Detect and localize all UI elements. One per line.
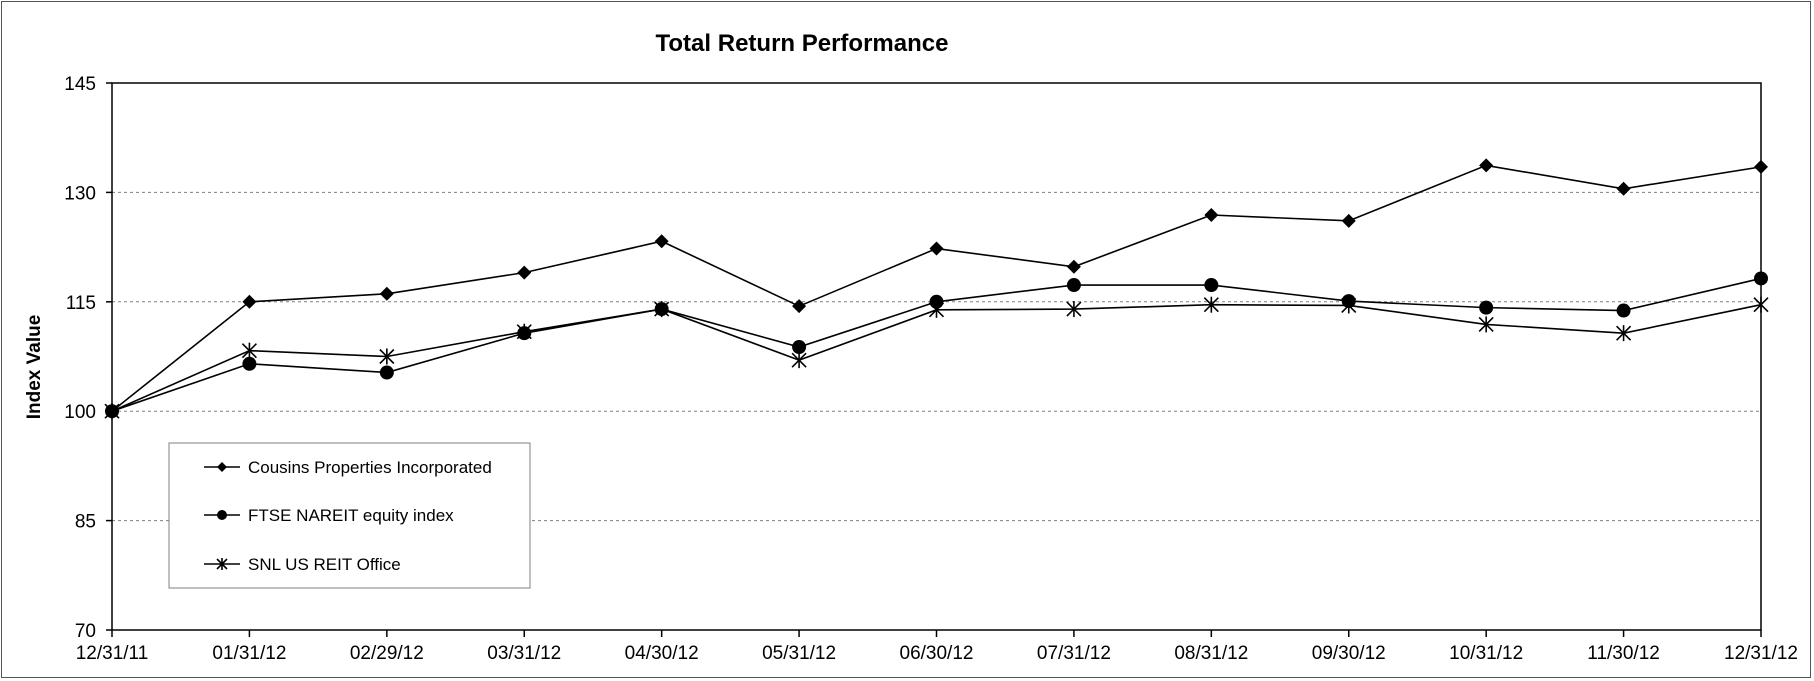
x-tick-label: 12/31/12 — [1724, 643, 1798, 664]
asterisk-marker — [379, 348, 395, 365]
circle-marker — [242, 356, 257, 371]
chart-title: Total Return Performance — [656, 30, 949, 57]
asterisk-marker — [1478, 316, 1494, 333]
asterisk-marker — [516, 323, 532, 340]
x-tick-label: 02/29/12 — [350, 643, 424, 664]
y-tick-label: 85 — [75, 512, 96, 533]
legend-label: FTSE NAREIT equity index — [248, 506, 454, 525]
y-tick-label: 130 — [64, 183, 96, 204]
x-axis-ticks: 12/31/11 01/31/12 02/29/12 03/31/12 04/30/12… — [76, 630, 1798, 664]
x-tick-label: 04/30/12 — [625, 643, 699, 664]
asterisk-marker — [1341, 297, 1357, 314]
diamond-marker — [517, 265, 532, 280]
diamond-marker — [654, 234, 669, 249]
y-axis-label: Index Value — [24, 315, 45, 420]
legend: Cousins Properties Incorporated FTSE NARE… — [168, 442, 531, 589]
asterisk-marker — [928, 301, 945, 318]
y-tick-label: 100 — [64, 402, 96, 423]
x-tick-label: 01/31/12 — [212, 643, 286, 664]
circle-marker — [217, 510, 227, 520]
diamond-marker — [1754, 159, 1768, 174]
y-tick-label: 115 — [66, 293, 96, 314]
diamond-marker — [1616, 181, 1631, 196]
asterisk-marker — [241, 342, 257, 359]
x-tick-label: 03/31/12 — [487, 643, 561, 664]
circle-marker — [1754, 271, 1768, 286]
asterisk-marker — [1616, 325, 1632, 342]
circle-marker — [792, 340, 807, 355]
diamond-marker — [217, 462, 227, 472]
circle-marker — [1479, 300, 1494, 315]
series-line — [111, 303, 1762, 412]
diamond-marker — [1066, 259, 1081, 274]
x-tick-label: 12/31/11 — [76, 643, 149, 664]
diamond-marker — [929, 241, 944, 256]
x-tick-label: 11/30/12 — [1587, 643, 1660, 664]
asterisk-marker — [216, 558, 228, 570]
circle-marker — [1616, 303, 1631, 318]
legend-label: SNL US REIT Office — [248, 555, 401, 574]
x-tick-label: 08/31/12 — [1174, 643, 1248, 664]
diamond-marker — [242, 294, 257, 309]
series-asterisk — [104, 296, 1769, 420]
legend-entry: SNL US REIT Office — [204, 555, 401, 574]
x-tick-label: 10/31/12 — [1449, 643, 1523, 664]
legend-entry: Cousins Properties Incorporated — [204, 458, 492, 477]
diamond-marker — [792, 299, 807, 314]
asterisk-marker — [1066, 301, 1082, 318]
y-tick-label: 70 — [75, 621, 96, 642]
legend-entry: FTSE NAREIT equity index — [204, 506, 454, 525]
series-diamond — [105, 158, 1768, 419]
legend-label: Cousins Properties Incorporated — [248, 458, 492, 477]
x-tick-label: 05/31/12 — [762, 643, 836, 664]
y-axis-ticks: 70 85 100 115 130 145 — [64, 74, 112, 642]
diamond-marker — [379, 286, 394, 301]
circle-marker — [379, 365, 394, 380]
asterisk-marker — [104, 403, 120, 420]
circle-marker — [1066, 278, 1081, 293]
series-line — [111, 164, 1762, 412]
asterisk-marker — [654, 301, 670, 318]
asterisk-marker — [791, 352, 807, 369]
asterisk-marker — [1203, 296, 1219, 313]
asterisk-marker — [1753, 296, 1769, 313]
series-lines — [104, 158, 1769, 420]
x-tick-label: 09/30/12 — [1312, 643, 1386, 664]
y-tick-label: 145 — [64, 74, 96, 95]
series-circle — [105, 271, 1768, 419]
circle-marker — [1204, 278, 1219, 293]
diamond-marker — [1479, 158, 1494, 173]
diamond-marker — [1341, 213, 1356, 228]
diamond-marker — [1204, 208, 1219, 223]
x-tick-label: 07/31/12 — [1037, 643, 1111, 664]
x-tick-label: 06/30/12 — [900, 643, 974, 664]
